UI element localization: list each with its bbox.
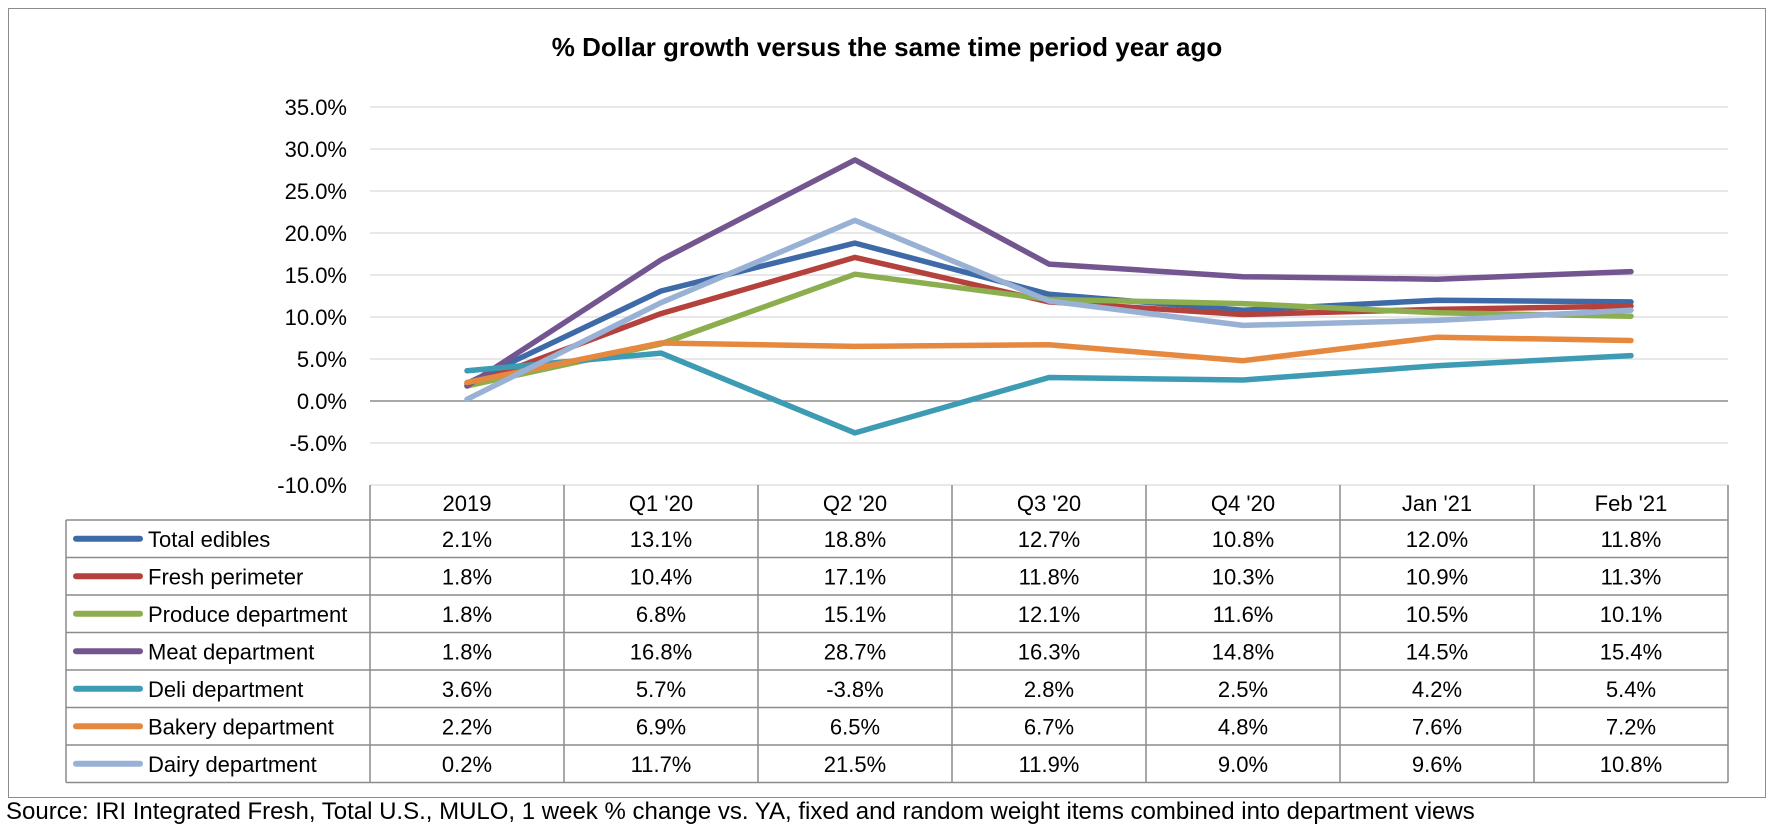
data-label: 4.8% — [1218, 714, 1268, 739]
data-label: 15.4% — [1600, 639, 1662, 664]
data-label: 15.1% — [824, 602, 886, 627]
legend-label: Meat department — [148, 639, 314, 664]
data-label: 12.1% — [1018, 602, 1080, 627]
y-tick-label: 25.0% — [285, 179, 347, 204]
data-label: 28.7% — [824, 639, 886, 664]
data-label: 13.1% — [630, 527, 692, 552]
x-category-label: Q4 '20 — [1211, 491, 1275, 516]
series-line — [464, 334, 1634, 386]
legend-label: Bakery department — [148, 714, 334, 739]
y-tick-label: 35.0% — [285, 95, 347, 120]
data-label: 18.8% — [824, 527, 886, 552]
data-table: 2019 Q1 '20 Q2 '20 Q3 '20 Q4 '20 Jan '21 Feb '… — [65, 485, 1729, 784]
data-label: 2.5% — [1218, 677, 1268, 702]
data-label: 11.8% — [1019, 564, 1080, 589]
data-label: 7.2% — [1606, 714, 1656, 739]
data-label: 10.5% — [1406, 602, 1468, 627]
x-category-label: Q2 '20 — [823, 491, 887, 516]
y-tick-label: 5.0% — [297, 347, 347, 372]
y-tick-label: 15.0% — [285, 263, 347, 288]
data-label: 9.0% — [1218, 752, 1268, 777]
data-label: 14.8% — [1212, 639, 1274, 664]
data-label: 11.6% — [1213, 602, 1274, 627]
x-category-label: Feb '21 — [1595, 491, 1668, 516]
data-label: 4.2% — [1412, 677, 1462, 702]
data-label: 14.5% — [1406, 639, 1468, 664]
legend-label: Fresh perimeter — [148, 564, 303, 589]
y-tick-label: -5.0% — [290, 431, 347, 456]
data-label: 16.8% — [630, 639, 692, 664]
data-label: 6.8% — [636, 602, 686, 627]
legend-label: Deli department — [148, 677, 303, 702]
series-line — [464, 217, 1634, 403]
data-label: 11.8% — [1601, 527, 1662, 552]
data-label: 10.4% — [630, 564, 692, 589]
x-category-label: 2019 — [443, 491, 492, 516]
data-label: 17.1% — [824, 564, 886, 589]
y-tick-label: 10.0% — [285, 305, 347, 330]
legend-label: Dairy department — [148, 752, 317, 777]
data-label: 5.7% — [636, 677, 686, 702]
series-lines — [464, 157, 1634, 436]
series-line — [464, 271, 1634, 389]
chart-title: % Dollar growth versus the same time per… — [551, 32, 1223, 62]
data-label: 6.9% — [636, 714, 686, 739]
data-label: 5.4% — [1606, 677, 1656, 702]
x-category-label: Q1 '20 — [629, 491, 693, 516]
data-label: 0.2% — [442, 752, 492, 777]
data-label: 21.5% — [824, 752, 886, 777]
data-label: 3.6% — [442, 677, 492, 702]
data-label: 12.0% — [1406, 527, 1468, 552]
data-label: 11.9% — [1019, 752, 1080, 777]
y-axis-ticks: 35.0% 30.0% 25.0% 20.0% 15.0% 10.0% 5.0% 0.0% -5… — [277, 95, 347, 498]
data-label: 16.3% — [1018, 639, 1080, 664]
data-label: 9.6% — [1412, 752, 1462, 777]
data-label: 10.9% — [1406, 564, 1468, 589]
legend-label: Total edibles — [148, 527, 270, 552]
data-label: 1.8% — [442, 564, 492, 589]
y-tick-label: 0.0% — [297, 389, 347, 414]
source-note: Source: IRI Integrated Fresh, Total U.S.… — [6, 798, 1475, 825]
data-label: 6.5% — [830, 714, 880, 739]
line-chart: 35.0% 30.0% 25.0% 20.0% 15.0% 10.0% 5.0% 0.0% -5… — [65, 95, 1729, 784]
data-label: 11.7% — [631, 752, 692, 777]
data-label: 2.2% — [442, 714, 492, 739]
y-tick-label: 30.0% — [285, 137, 347, 162]
x-category-label: Q3 '20 — [1017, 491, 1081, 516]
x-category-label: Jan '21 — [1402, 491, 1472, 516]
legend-label: Produce department — [148, 602, 347, 627]
chart-frame — [8, 8, 1766, 798]
data-label: 10.1% — [1600, 602, 1662, 627]
data-label: 10.8% — [1600, 752, 1662, 777]
data-label: 1.8% — [442, 602, 492, 627]
series-line — [464, 157, 1634, 389]
data-label: -3.8% — [826, 677, 883, 702]
series-line — [464, 350, 1634, 436]
data-label: 12.7% — [1018, 527, 1080, 552]
data-label: 11.3% — [1601, 564, 1662, 589]
data-label: 7.6% — [1412, 714, 1462, 739]
data-label: 2.1% — [442, 527, 492, 552]
y-tick-label: -10.0% — [277, 473, 347, 498]
data-label: 1.8% — [442, 639, 492, 664]
series-line — [464, 240, 1634, 387]
data-label: 2.8% — [1024, 677, 1074, 702]
data-label: 10.3% — [1212, 564, 1274, 589]
y-tick-label: 20.0% — [285, 221, 347, 246]
data-label: 6.7% — [1024, 714, 1074, 739]
data-label: 10.8% — [1212, 527, 1274, 552]
